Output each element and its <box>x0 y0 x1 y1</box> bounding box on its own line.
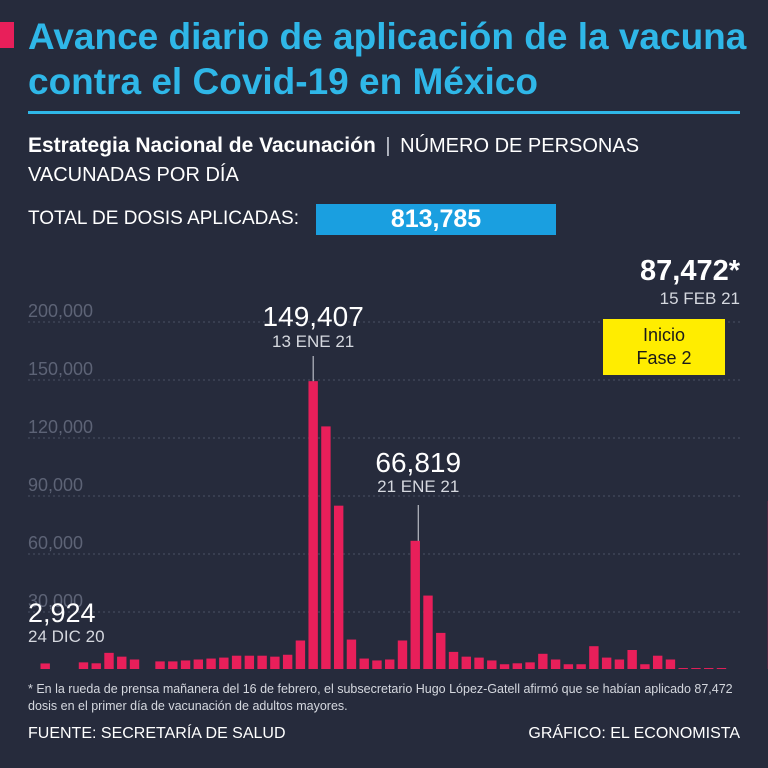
bar <box>410 540 420 669</box>
bar <box>78 662 89 669</box>
bar <box>474 657 484 669</box>
page-title: Avance diario de aplicación de la vacuna… <box>28 16 747 102</box>
annotation-date-feb15: 15 FEB 21 <box>660 289 740 308</box>
bar <box>193 659 204 669</box>
bar <box>576 664 586 669</box>
bar <box>589 646 599 669</box>
subtitle: Estrategia Nacional de Vacunación | NÚME… <box>28 131 740 190</box>
accent-bar <box>0 22 14 48</box>
y-tick-label: 200,000 <box>28 301 93 321</box>
bar <box>244 655 255 669</box>
bar <box>487 660 497 669</box>
bar <box>691 668 701 669</box>
bar <box>423 595 433 669</box>
bar <box>372 660 382 669</box>
bar <box>180 660 191 669</box>
y-tick-label: 30,000 <box>28 591 83 611</box>
bar <box>385 659 395 669</box>
bar <box>333 505 344 669</box>
bar <box>270 656 280 669</box>
bar <box>206 658 216 669</box>
subtitle-separator: | <box>385 135 391 157</box>
bar <box>614 659 625 669</box>
bar <box>678 668 688 669</box>
bar <box>461 656 471 669</box>
footnote: * En la rueda de prensa mañanera del 16 … <box>28 682 733 713</box>
bar <box>627 650 637 669</box>
bar <box>563 664 574 669</box>
y-tick-label: 90,000 <box>28 475 83 495</box>
bar <box>321 426 331 669</box>
y-tick-label: 120,000 <box>28 417 93 437</box>
bar <box>512 663 523 669</box>
bar <box>155 661 165 669</box>
grid-layer: 30,000 60,000 90,000 120,000 150,000 200,000 <box>28 301 740 613</box>
subtitle-description: NÚMERO DE PERSONAS VACUNADAS POR DÍA <box>28 135 640 186</box>
phase-2-label-line1: Inicio <box>643 325 685 345</box>
bar <box>257 655 267 669</box>
bar <box>359 658 369 669</box>
total-doses-label: TOTAL DE DOSIS APLICADAS: <box>28 208 300 229</box>
bar <box>219 657 229 669</box>
bar <box>117 656 127 669</box>
bar <box>525 662 535 669</box>
annotation-value-jan13: 149,407 <box>263 301 364 332</box>
y-tick-label: 60,000 <box>28 533 83 553</box>
bar <box>652 655 663 669</box>
bar <box>397 640 408 669</box>
total-doses-value: 813,785 <box>316 204 556 235</box>
bar <box>346 639 357 669</box>
annotation-date-dec24: 24 DIC 20 <box>28 627 105 646</box>
phase-2-label-line2: Fase 2 <box>636 348 691 368</box>
bar <box>704 668 714 669</box>
bar <box>550 659 561 669</box>
bar <box>129 659 140 669</box>
annotation-date-jan21: 21 ENE 21 <box>377 477 459 496</box>
bar <box>716 668 727 669</box>
bar <box>665 659 676 669</box>
y-tick-label: 150,000 <box>28 359 93 379</box>
bar <box>168 661 178 669</box>
graphic-credit: GRÁFICO: EL ECONOMISTA <box>528 725 740 742</box>
bar <box>601 657 612 669</box>
bar <box>640 664 650 669</box>
annotation-value-dec24: 2,924 <box>28 598 96 628</box>
bar <box>91 663 101 669</box>
annotation-date-jan13: 13 ENE 21 <box>272 332 354 351</box>
bar <box>282 654 293 669</box>
bar <box>295 640 306 669</box>
bar <box>40 663 50 669</box>
bar <box>448 651 459 669</box>
title-divider <box>28 111 740 114</box>
bar-layer <box>40 381 768 669</box>
bar <box>104 652 114 669</box>
bar <box>436 632 446 669</box>
bar <box>231 655 242 669</box>
source-credit: FUENTE: SECRETARÍA DE SALUD <box>28 725 286 742</box>
annotation-value-feb15: 87,472* <box>640 255 741 287</box>
bar <box>308 381 318 669</box>
subtitle-strategy: Estrategia Nacional de Vacunación <box>28 134 376 157</box>
bar <box>499 664 510 669</box>
annotation-value-jan21: 66,819 <box>375 447 461 478</box>
bar <box>538 653 548 669</box>
phase-2-box <box>603 319 725 375</box>
